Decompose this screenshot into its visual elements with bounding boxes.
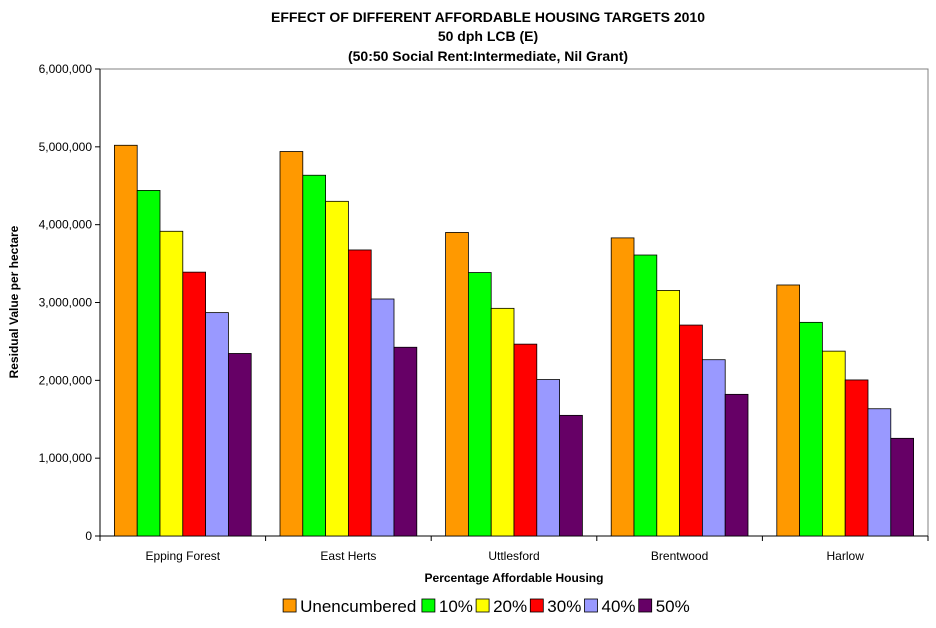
x-tick-label: Harlow	[827, 549, 865, 563]
bar-harlow-series-5	[890, 437, 914, 537]
legend-label: Unencumbered	[300, 597, 416, 616]
bar-uttlesford-series-5	[559, 414, 583, 537]
legend: Unencumbered 10% 20% 30% 40% 50%	[282, 597, 690, 616]
bar-east-herts-series-2	[325, 200, 349, 537]
bar-epping-forest-series-2	[159, 230, 184, 537]
y-tick-label: 2,000,000	[39, 373, 93, 387]
legend-label: 40%	[602, 597, 636, 616]
bar-brentwood-series-2	[656, 290, 680, 537]
y-tick-label: 0	[85, 529, 92, 543]
bar-epping-forest-series-4	[205, 312, 229, 537]
bars-group	[114, 144, 914, 537]
x-tick-label: Uttlesford	[488, 549, 539, 563]
bar-east-herts-series-1	[302, 174, 326, 537]
bar-brentwood-series-1	[633, 254, 658, 537]
x-axis-title: Percentage Affordable Housing	[425, 571, 604, 585]
legend-swatch	[638, 598, 653, 613]
x-tick-label: East Herts	[320, 549, 376, 563]
bar-brentwood-series-4	[702, 359, 726, 537]
chart-title: EFFECT OF DIFFERENT AFFORDABLE HOUSING T…	[271, 9, 705, 64]
legend-label: 30%	[547, 597, 581, 616]
y-tick-label: 6,000,000	[39, 62, 93, 76]
bar-uttlesford-series-1	[467, 272, 492, 537]
chart-title-line-2: 50 dph LCB (E)	[438, 28, 538, 44]
y-tick-label: 1,000,000	[39, 451, 93, 465]
legend-label: 50%	[656, 597, 690, 616]
bar-harlow-series-3	[844, 379, 869, 537]
bar-uttlesford-series-0	[445, 232, 469, 537]
bar-uttlesford-series-4	[536, 379, 560, 537]
legend-swatch	[421, 598, 436, 613]
legend-swatch	[282, 598, 297, 613]
bar-epping-forest-series-3	[182, 271, 207, 537]
bar-harlow-series-2	[822, 350, 846, 537]
bar-harlow-series-0	[776, 284, 800, 537]
bar-harlow-series-1	[799, 321, 823, 537]
y-axis-title: Residual Value per hectare	[7, 225, 21, 378]
bar-harlow-series-4	[867, 408, 892, 537]
chart-title-line-1: EFFECT OF DIFFERENT AFFORDABLE HOUSING T…	[271, 9, 705, 25]
y-tick-label: 5,000,000	[39, 140, 93, 154]
y-tick-label: 3,000,000	[39, 296, 93, 310]
x-axis: Epping Forest East Herts Uttlesford Brentwo…	[99, 535, 929, 563]
bar-east-herts-series-3	[347, 249, 372, 537]
y-axis: 0 1,000,000 2,000,000 3,000,000 4,000,000 5,0…	[39, 62, 101, 543]
x-tick-label: Brentwood	[651, 549, 708, 563]
bar-uttlesford-series-3	[513, 343, 538, 537]
bar-brentwood-series-0	[610, 237, 635, 537]
chart-title-line-3: (50:50 Social Rent:Intermediate, Nil Gra…	[348, 48, 628, 64]
bar-epping-forest-series-1	[136, 190, 161, 537]
bar-east-herts-series-4	[370, 298, 395, 537]
x-tick-label: Epping Forest	[145, 549, 220, 563]
legend-label: 20%	[493, 597, 527, 616]
legend-swatch	[475, 598, 490, 613]
y-tick-label: 4,000,000	[39, 218, 93, 232]
legend-swatch	[529, 598, 544, 613]
bar-brentwood-series-3	[679, 324, 703, 537]
bar-brentwood-series-5	[724, 393, 749, 537]
bar-east-herts-series-5	[393, 346, 418, 537]
legend-swatch	[584, 598, 598, 613]
bar-uttlesford-series-2	[490, 307, 515, 537]
bar-epping-forest-series-0	[114, 144, 138, 537]
bar-epping-forest-series-5	[227, 353, 252, 537]
bar-east-herts-series-0	[279, 151, 304, 537]
legend-label: 10%	[439, 597, 473, 616]
